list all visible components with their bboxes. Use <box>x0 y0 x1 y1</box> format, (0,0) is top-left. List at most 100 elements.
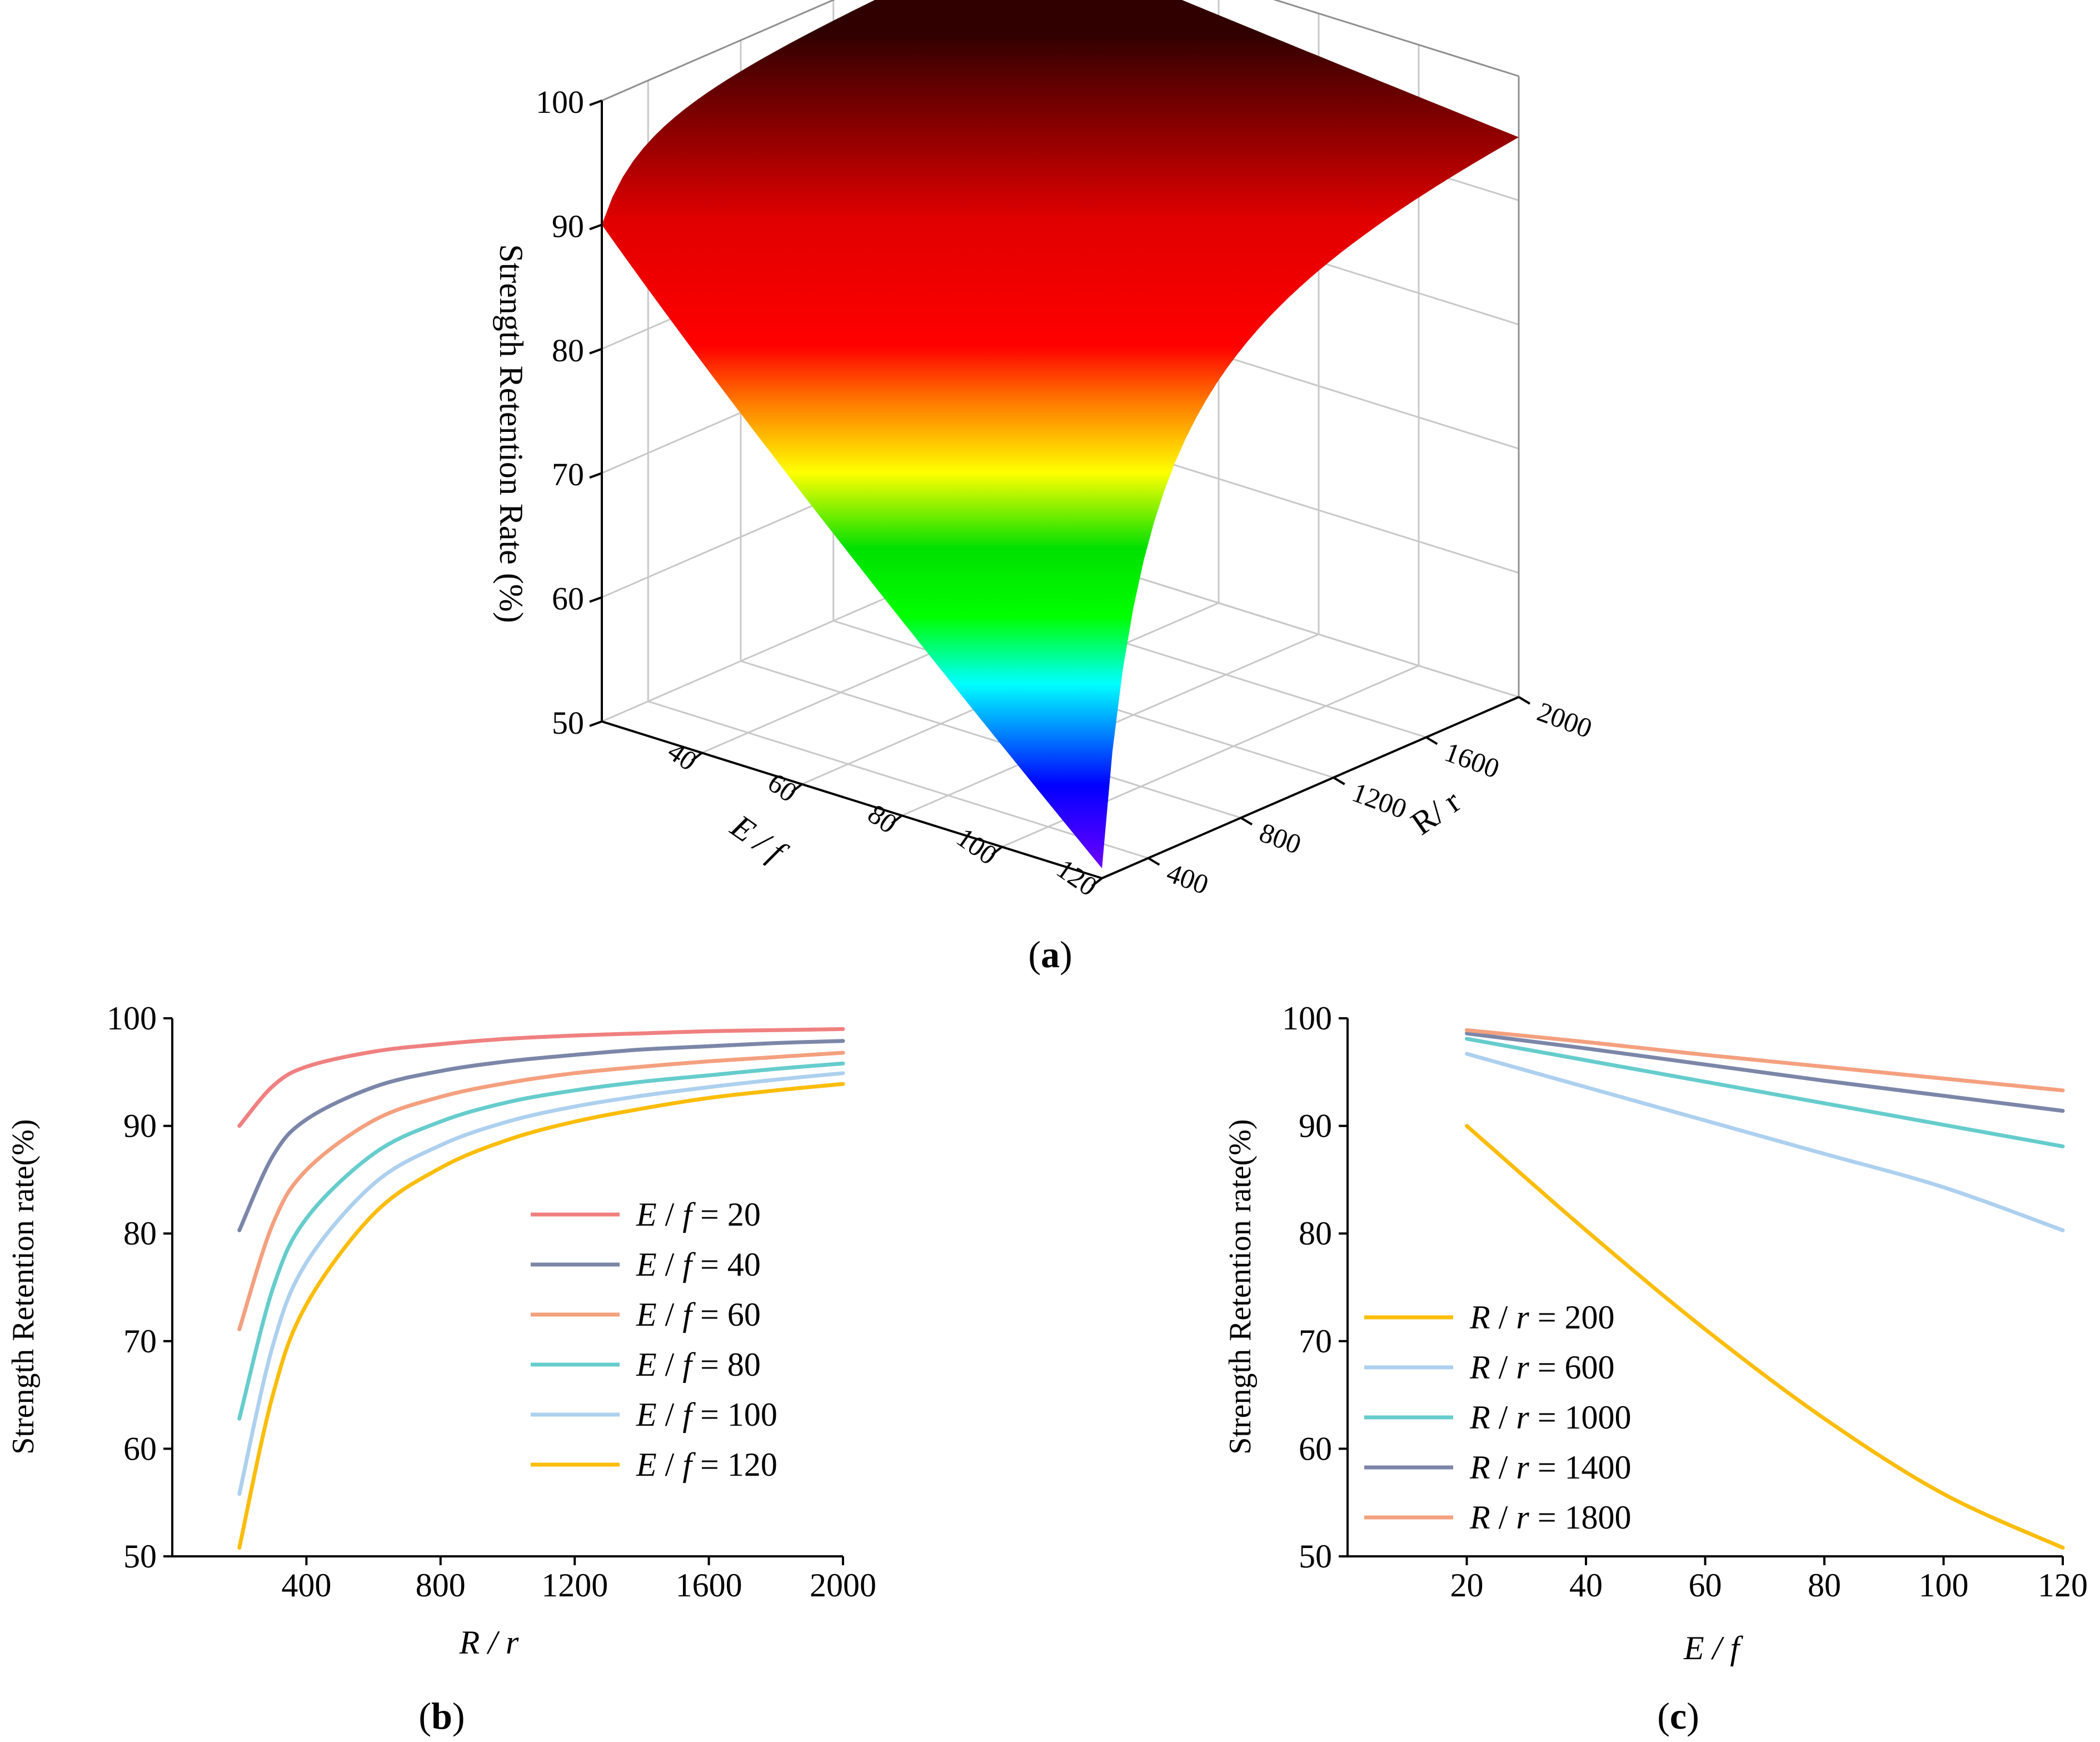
z-tick-label: 80 <box>552 332 584 369</box>
y-tick <box>1518 696 1531 705</box>
legend-label: E / f = 80 <box>636 1346 761 1383</box>
x-tick-label: 80 <box>1808 1567 1841 1604</box>
x-axis-line <box>601 720 1103 879</box>
y-tick-label: 100 <box>107 1000 157 1037</box>
series-line <box>1465 1037 2065 1148</box>
panel-b-caption: (b) <box>418 1695 465 1737</box>
y-tick-label: 60 <box>1299 1430 1332 1467</box>
x-tick-label: 60 <box>1689 1567 1722 1604</box>
y-tick-label: 1200 <box>1348 777 1411 825</box>
series-line <box>1465 1052 2065 1232</box>
y-tick-label: 100 <box>1282 1000 1332 1037</box>
y-tick-label: 80 <box>123 1215 157 1252</box>
panel-c-legend: R / r = 200 R / r = 600 R / r = 1000 R / r … <box>1364 1299 1632 1536</box>
series-line <box>237 1061 845 1421</box>
z-tick <box>589 472 602 479</box>
panel-b-legend: E / f = 20 E / f = 40 E / f = 60 E / f = 80… <box>531 1196 777 1483</box>
legend-label: E / f = 40 <box>636 1246 761 1283</box>
y-tick-label: 50 <box>1299 1538 1332 1575</box>
z-tick <box>589 223 602 231</box>
x-tick-label: 1200 <box>541 1567 608 1604</box>
legend-label: E / f = 60 <box>636 1296 761 1333</box>
x-tick <box>1091 877 1103 887</box>
z-tick <box>589 99 602 106</box>
y-tick-label: 400 <box>1163 857 1213 900</box>
x-tick-label: 100 <box>1919 1567 1969 1604</box>
y-tick-label: 800 <box>1255 817 1305 860</box>
legend-label: R / r = 200 <box>1469 1299 1615 1336</box>
y-tick-label: 90 <box>123 1108 157 1144</box>
series-line <box>1465 1124 2065 1550</box>
y-axis-title: Strength Retention rate(%) <box>6 1119 41 1454</box>
x-tick-label: 400 <box>281 1567 331 1604</box>
y-tick-label: 70 <box>1299 1323 1332 1360</box>
y-axis-title: R/ r <box>1404 783 1467 842</box>
panel-c-ticks: 50 60 70 80 90 100 20 40 60 80 100 120 <box>1282 1000 2088 1604</box>
grid-line <box>1001 44 1420 848</box>
panel-c-series <box>1465 1028 2065 1550</box>
y-tick-label: 2000 <box>1533 696 1596 744</box>
box-edge <box>601 0 1519 102</box>
z-tick <box>589 720 602 727</box>
z-tick-label: 60 <box>552 581 584 617</box>
x-tick <box>691 751 703 761</box>
x-axis-title: E / f <box>724 807 795 872</box>
x-tick-label: 100 <box>951 822 1003 871</box>
z-axis-title: Strength Retention Rate (%) <box>493 244 530 623</box>
y-axis-line <box>1101 696 1519 879</box>
panel-a-caption: (a) <box>1028 933 1072 975</box>
y-tick-label: 80 <box>1299 1215 1332 1252</box>
y-tick-label: 70 <box>123 1323 157 1360</box>
series-line <box>237 1082 845 1550</box>
y-tick <box>1425 736 1438 745</box>
z-tick-label: 100 <box>536 84 584 120</box>
y-tick-label: 90 <box>1299 1108 1332 1144</box>
panel-a-axes <box>601 101 1519 879</box>
panel-b-chart: 50 60 70 80 90 100 400 800 1200 1600 2000 E / f = … <box>6 1000 876 1737</box>
x-tick-label: 2000 <box>810 1567 876 1604</box>
series-line <box>237 1027 845 1128</box>
series-line <box>1465 1031 2065 1113</box>
panel-b-series <box>237 1027 845 1550</box>
legend-label: R / r = 1400 <box>1469 1449 1632 1486</box>
x-tick-label: 800 <box>416 1567 466 1604</box>
x-axis-title: E / f <box>1683 1630 1743 1666</box>
z-tick-label: 50 <box>552 705 584 741</box>
z-tick-label: 70 <box>552 456 584 492</box>
series-line <box>1465 1028 2065 1093</box>
legend-label: E / f = 20 <box>636 1196 761 1233</box>
legend-label: R / r = 600 <box>1469 1349 1615 1386</box>
y-tick <box>1240 817 1253 826</box>
legend-label: R / r = 1800 <box>1469 1499 1632 1536</box>
y-tick <box>1333 777 1345 785</box>
x-tick-label: 120 <box>1051 853 1103 902</box>
legend-label: R / r = 1000 <box>1469 1399 1632 1436</box>
legend-label: E / f = 100 <box>636 1396 777 1433</box>
y-axis-title: Strength Retention rate(%) <box>1223 1119 1258 1454</box>
x-axis-title: R / r <box>459 1624 519 1661</box>
series-line <box>237 1039 845 1232</box>
series-line <box>237 1051 845 1331</box>
y-tick-label: 50 <box>123 1538 157 1575</box>
x-tick-label: 120 <box>2038 1567 2088 1604</box>
x-tick-label: 20 <box>1450 1567 1484 1604</box>
z-tick <box>589 347 602 355</box>
x-tick-label: 40 <box>1569 1567 1603 1604</box>
x-tick <box>891 814 903 824</box>
panel-c-caption: (c) <box>1657 1695 1699 1737</box>
series-line <box>237 1071 845 1496</box>
panel-b-ticks: 50 60 70 80 90 100 400 800 1200 1600 2000 <box>107 1000 876 1604</box>
z-tick <box>589 596 602 603</box>
y-tick-label: 1600 <box>1441 736 1504 784</box>
z-tick-label: 90 <box>552 208 584 244</box>
legend-label: E / f = 120 <box>636 1446 777 1483</box>
x-tick <box>991 846 1003 856</box>
x-tick-label: 1600 <box>676 1567 742 1604</box>
y-tick-label: 60 <box>123 1430 157 1467</box>
x-tick <box>791 783 803 793</box>
surface-mesh <box>602 0 1519 869</box>
y-tick <box>1148 857 1160 866</box>
